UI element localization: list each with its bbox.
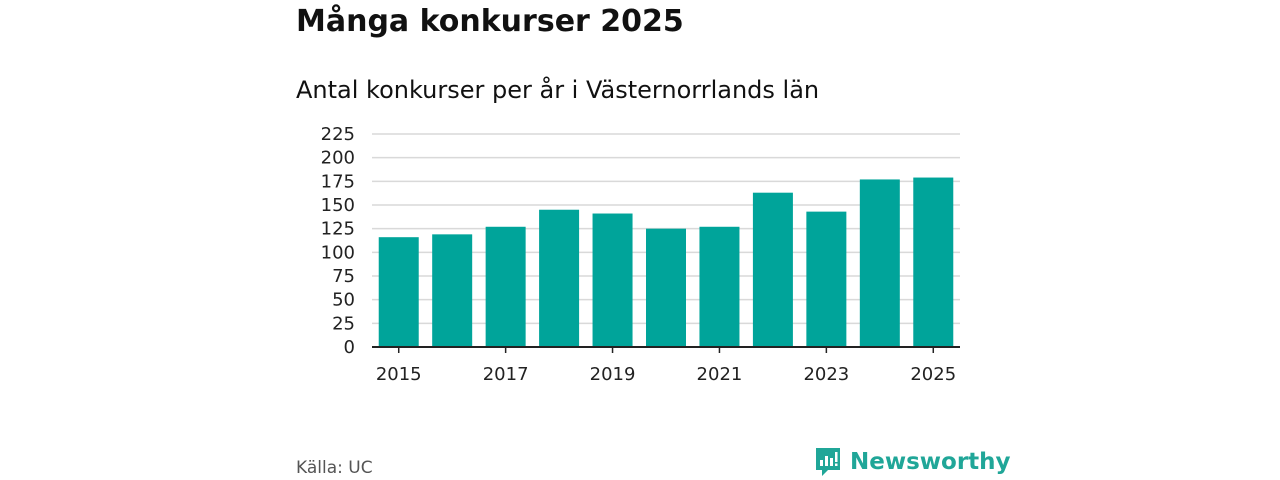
chart-subtitle: Antal konkurser per år i Västernorrlands… — [296, 76, 820, 104]
bar-2016 — [432, 234, 473, 347]
x-tick-label-2017: 2017 — [483, 364, 529, 385]
bar-2022 — [752, 192, 793, 347]
bar-2020 — [646, 228, 686, 347]
bar-2018 — [539, 209, 580, 347]
y-tick-label-75: 75 — [332, 266, 355, 287]
y-tick-label-0: 0 — [344, 337, 355, 358]
bar-2024 — [859, 179, 900, 347]
bar-2023 — [806, 211, 847, 347]
bar-2017 — [485, 226, 526, 347]
y-tick-label-50: 50 — [332, 290, 355, 311]
bar-2015 — [378, 237, 419, 347]
y-tick-label-225: 225 — [321, 124, 355, 145]
y-tick-label-25: 25 — [332, 313, 355, 334]
bar-2025 — [913, 177, 954, 347]
x-tick-label-2015: 2015 — [376, 364, 422, 385]
bar-2019 — [592, 213, 633, 347]
y-tick-label-200: 200 — [321, 148, 355, 169]
x-tick-label-2019: 2019 — [590, 364, 636, 385]
brand-logo[interactable]: Newsworthy — [814, 446, 1011, 478]
x-tick-label-2021: 2021 — [697, 364, 743, 385]
x-tick-label-2023: 2023 — [803, 364, 849, 385]
source-note: Källa: UC — [296, 458, 373, 478]
bar-2021 — [699, 226, 740, 347]
newsworthy-logo-icon — [816, 448, 840, 476]
y-tick-label-150: 150 — [321, 195, 355, 216]
y-tick-label-175: 175 — [321, 171, 355, 192]
brand-name: Newsworthy — [850, 449, 1011, 475]
chart-title: Många konkurser 2025 — [296, 4, 684, 39]
x-tick-label-2025: 2025 — [910, 364, 956, 385]
y-tick-label-125: 125 — [321, 219, 355, 240]
y-tick-label-100: 100 — [321, 242, 355, 263]
